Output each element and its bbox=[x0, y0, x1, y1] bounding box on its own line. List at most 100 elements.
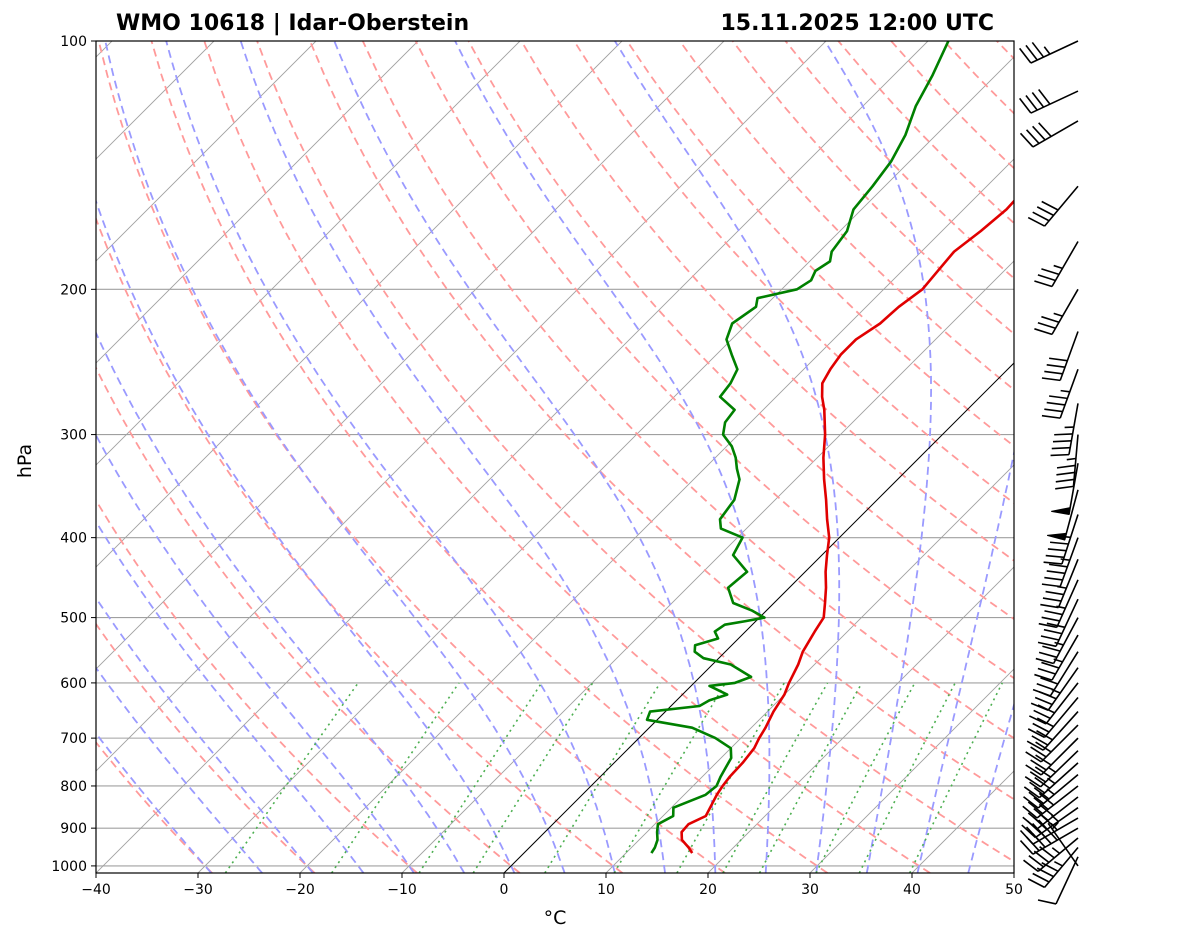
y-tick-label: 700 bbox=[60, 731, 87, 747]
wind-barb bbox=[1035, 617, 1079, 665]
moist-adiabat-line bbox=[165, 41, 616, 873]
moist-adiabat-line bbox=[104, 41, 566, 873]
dry-adiabat-line bbox=[96, 365, 521, 873]
y-tick-label: 400 bbox=[60, 531, 87, 547]
wind-barb bbox=[1038, 579, 1079, 629]
wind-barb bbox=[1047, 489, 1079, 541]
wind-barb bbox=[1019, 40, 1079, 64]
mixing-ratio-lines bbox=[224, 682, 1004, 873]
mixing-ratio-line bbox=[331, 682, 460, 873]
y-tick-label: 1000 bbox=[51, 859, 87, 875]
isotherm-line bbox=[197, 56, 1014, 873]
wind-barb bbox=[1037, 856, 1079, 905]
dry-adiabat-line bbox=[96, 740, 213, 873]
x-tick-label: −20 bbox=[285, 882, 315, 898]
moist-adiabat-line bbox=[614, 41, 841, 873]
moist-adiabat-line bbox=[824, 41, 933, 873]
moist-adiabat-line bbox=[96, 596, 314, 873]
isotherm-line bbox=[96, 41, 623, 568]
y-axis-ticks: 100 200 300 400 500 600 700 800 900 1000 bbox=[51, 34, 96, 875]
chart-title-station: WMO 10618 | Idar-Oberstein bbox=[116, 11, 469, 36]
moist-adiabat-line bbox=[454, 41, 771, 873]
wind-barb bbox=[1050, 403, 1079, 457]
x-tick-label: −30 bbox=[183, 882, 213, 898]
x-axis-label: °C bbox=[544, 907, 567, 929]
wind-barb bbox=[1040, 559, 1079, 609]
wind-barb bbox=[1041, 537, 1079, 588]
moist-adiabat-line bbox=[96, 330, 465, 873]
x-tick-label: −10 bbox=[387, 882, 417, 898]
zero-isotherm-line bbox=[503, 362, 1014, 873]
y-tick-label: 900 bbox=[60, 821, 87, 837]
dry-adiabat-line bbox=[96, 216, 623, 873]
wind-barb bbox=[1019, 89, 1079, 114]
x-tick-label: 0 bbox=[500, 882, 509, 898]
y-tick-label: 200 bbox=[60, 282, 87, 298]
isotherm-line bbox=[605, 464, 1014, 873]
x-tick-label: 50 bbox=[1005, 882, 1023, 898]
wind-barbs bbox=[1019, 40, 1079, 905]
wind-barb bbox=[1022, 785, 1079, 819]
x-tick-label: −40 bbox=[81, 882, 111, 898]
y-tick-label: 600 bbox=[60, 676, 87, 692]
dewpoint-profile-line bbox=[645, 41, 950, 854]
x-tick-label: 40 bbox=[903, 882, 921, 898]
plot-area bbox=[96, 41, 1014, 873]
isotherm-line bbox=[401, 260, 1014, 873]
x-tick-label: 20 bbox=[699, 882, 717, 898]
wind-barb bbox=[1047, 821, 1079, 867]
y-tick-label: 500 bbox=[60, 611, 87, 627]
isotherm-line bbox=[96, 41, 827, 772]
wind-barb bbox=[1027, 697, 1079, 739]
dry-adiabat-line bbox=[96, 622, 316, 873]
wind-barb bbox=[1019, 120, 1079, 148]
wind-barb bbox=[1034, 288, 1079, 336]
temperature-profile-line bbox=[680, 199, 1014, 854]
plot-frame bbox=[95, 40, 1015, 874]
mixing-ratio-line bbox=[418, 682, 543, 873]
isotherm-line bbox=[707, 566, 1014, 873]
isotherm-line bbox=[96, 41, 317, 262]
mixing-ratio-line bbox=[544, 682, 661, 873]
dry-adiabat-line bbox=[203, 41, 931, 873]
isotherm-line bbox=[96, 41, 419, 364]
dry-adiabats bbox=[96, 41, 1014, 873]
moist-adiabat-line bbox=[96, 198, 516, 873]
chart-title-datetime: 15.11.2025 12:00 UTC bbox=[720, 11, 994, 36]
wind-barb bbox=[1041, 331, 1079, 382]
y-tick-label: 100 bbox=[60, 34, 87, 50]
mixing-ratio-line bbox=[815, 682, 916, 873]
wind-barb bbox=[1027, 185, 1079, 227]
mixing-ratio-line bbox=[224, 682, 359, 873]
wind-barb bbox=[1024, 750, 1079, 788]
dry-adiabat-line bbox=[573, 41, 1014, 505]
wind-barb bbox=[1034, 241, 1079, 288]
dry-adiabat-line bbox=[520, 41, 1014, 562]
wind-barb bbox=[1032, 651, 1079, 697]
moist-adiabat-line bbox=[239, 41, 666, 873]
wind-barb bbox=[1041, 368, 1079, 419]
moist-adiabat-line bbox=[96, 433, 415, 873]
moist-adiabat-line bbox=[96, 519, 365, 873]
wind-barb bbox=[1051, 463, 1079, 516]
y-axis-label: hPa bbox=[14, 444, 36, 478]
moist-adiabats bbox=[96, 41, 1014, 873]
dry-adiabat-line bbox=[96, 498, 418, 873]
mixing-ratio-line bbox=[472, 682, 594, 873]
mixing-ratio-line bbox=[613, 682, 727, 873]
y-tick-label: 300 bbox=[60, 428, 87, 444]
y-tick-label: 800 bbox=[60, 779, 87, 795]
x-tick-label: 10 bbox=[597, 882, 615, 898]
isotherm-line bbox=[809, 668, 1014, 873]
isotherm-line bbox=[96, 41, 725, 670]
mixing-ratio-line bbox=[858, 682, 956, 873]
wind-barb bbox=[1026, 711, 1079, 751]
wind-barb bbox=[1034, 634, 1079, 681]
moist-adiabat-line bbox=[916, 449, 1014, 873]
dry-adiabat-line bbox=[97, 41, 726, 873]
isotherm-line bbox=[96, 41, 521, 466]
dry-adiabat-line bbox=[626, 41, 1014, 448]
wind-barb bbox=[1055, 434, 1079, 490]
